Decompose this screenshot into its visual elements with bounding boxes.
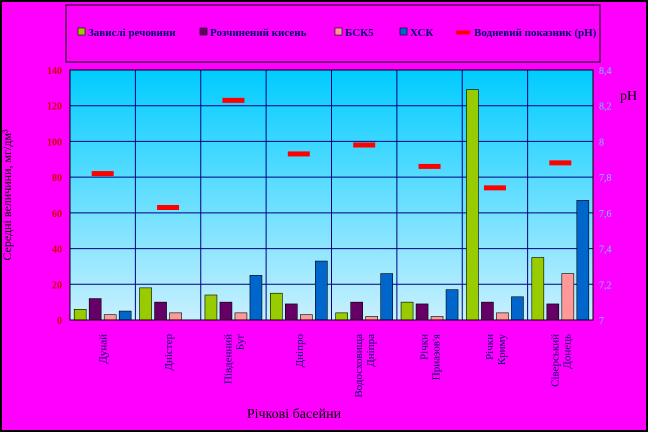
svg-text:СіверськийДонець: СіверськийДонець <box>549 334 573 387</box>
ph-marker <box>222 97 245 103</box>
ph-marker <box>91 171 114 177</box>
bar <box>466 89 479 321</box>
y2-tick-label: 7,8 <box>599 173 612 184</box>
y2-tick-label: 8,2 <box>599 102 612 113</box>
bar <box>118 310 132 321</box>
y2-tick-label: 7 <box>599 316 604 327</box>
y-axis-label: Середні величини, мг/дм³ <box>0 129 14 261</box>
ph-marker <box>157 205 180 210</box>
ph-markers <box>91 97 572 210</box>
legend-swatch <box>77 27 86 36</box>
svg-text:Дністер: Дністер <box>163 334 175 371</box>
svg-text:Дунай: Дунай <box>98 334 110 364</box>
bar <box>430 316 444 321</box>
bar <box>445 289 459 321</box>
ph-marker <box>483 185 506 191</box>
ph-marker <box>287 151 310 157</box>
legend-box <box>65 4 601 63</box>
svg-text:РічкиПриазов'я: РічкиПриазов'я <box>419 334 443 380</box>
y-tick-label: 40 <box>52 245 62 256</box>
bar <box>219 301 233 321</box>
bar <box>380 273 393 321</box>
bars <box>73 89 590 321</box>
bar <box>154 301 167 321</box>
bar <box>350 301 363 321</box>
svg-text:ВодосховищаДніпра: ВодосховищаДніпра <box>353 334 377 398</box>
y-tick-label: 100 <box>47 137 62 148</box>
ph-marker <box>549 160 572 166</box>
y2-tick-label: 8 <box>599 137 604 148</box>
y-tick-label: 0 <box>57 316 62 327</box>
bar <box>204 294 218 321</box>
bar <box>546 303 560 321</box>
ph-marker <box>418 163 441 169</box>
y2-axis-ticks: 7 7,2 7,4 7,6 7,8 8 8,2 8,4 <box>599 66 612 327</box>
legend-swatch <box>456 30 470 35</box>
svg-text:Дніпро: Дніпро <box>294 334 306 368</box>
y2-tick-label: 7,6 <box>599 209 612 220</box>
legend-label: Водневий показник (pH) <box>474 27 597 39</box>
y-tick-label: 140 <box>47 66 62 77</box>
legend-swatch <box>399 27 408 36</box>
legend-swatch <box>334 27 343 36</box>
legend-swatch <box>199 27 208 36</box>
bar <box>496 312 509 321</box>
y-tick-label: 120 <box>47 102 62 113</box>
x-tick-label: РічкиПриазов'я <box>419 334 443 380</box>
x-tick-label: СіверськийДонець <box>549 334 573 387</box>
x-tick-label: РічкиКриму <box>484 334 508 366</box>
bar <box>365 316 378 321</box>
x-tick-label: Дністер <box>163 334 175 371</box>
x-tick-label: Дунай <box>98 334 110 364</box>
bar <box>511 296 524 321</box>
legend-label: БСК5 <box>345 27 374 39</box>
x-tick-label: Дніпро <box>294 334 306 368</box>
y-axis-ticks: 0 20 40 60 80 100 120 140 <box>47 66 62 327</box>
y2-axis-label: pH <box>620 89 637 104</box>
bar <box>169 312 182 321</box>
y2-tick-label: 8,4 <box>599 66 612 77</box>
plot-border <box>69 69 594 321</box>
bar <box>335 312 348 321</box>
y2-tick-label: 7,2 <box>599 280 612 291</box>
legend: Завислі речовини Розчинений кисень БСК5 ХСК… <box>65 4 601 63</box>
bar <box>285 303 298 321</box>
legend-label: ХСК <box>410 27 433 39</box>
ph-marker <box>353 142 376 148</box>
x-axis-label: Річкові басейни <box>247 407 342 422</box>
bar <box>315 260 328 321</box>
bar <box>270 292 283 321</box>
svg-text:ПівденнийБуг: ПівденнийБуг <box>222 334 246 384</box>
bar <box>481 301 494 321</box>
bar <box>249 275 263 321</box>
bar <box>139 287 152 321</box>
bar <box>531 257 545 321</box>
legend-label: Завислі речовини <box>88 27 176 39</box>
bar <box>576 200 590 321</box>
y-tick-label: 80 <box>52 173 62 184</box>
bar <box>234 312 248 321</box>
x-tick-label: ВодосховищаДніпра <box>353 334 377 398</box>
bar <box>400 301 414 321</box>
bar <box>103 314 117 321</box>
bar <box>88 298 102 321</box>
x-axis-ticks: Дунай Дністер ПівденнийБуг Дніпро Водосховищ… <box>98 334 574 398</box>
y2-tick-label: 7,4 <box>599 245 612 256</box>
x-tick-label: ПівденнийБуг <box>222 334 246 384</box>
y-tick-label: 20 <box>52 280 62 291</box>
bar <box>73 308 87 321</box>
y-tick-label: 60 <box>52 209 62 220</box>
legend-label: Розчинений кисень <box>210 27 307 39</box>
bar <box>415 303 429 321</box>
grid <box>70 70 593 320</box>
bar <box>300 314 313 321</box>
svg-text:РічкиКриму: РічкиКриму <box>484 334 508 366</box>
bar <box>561 273 575 321</box>
